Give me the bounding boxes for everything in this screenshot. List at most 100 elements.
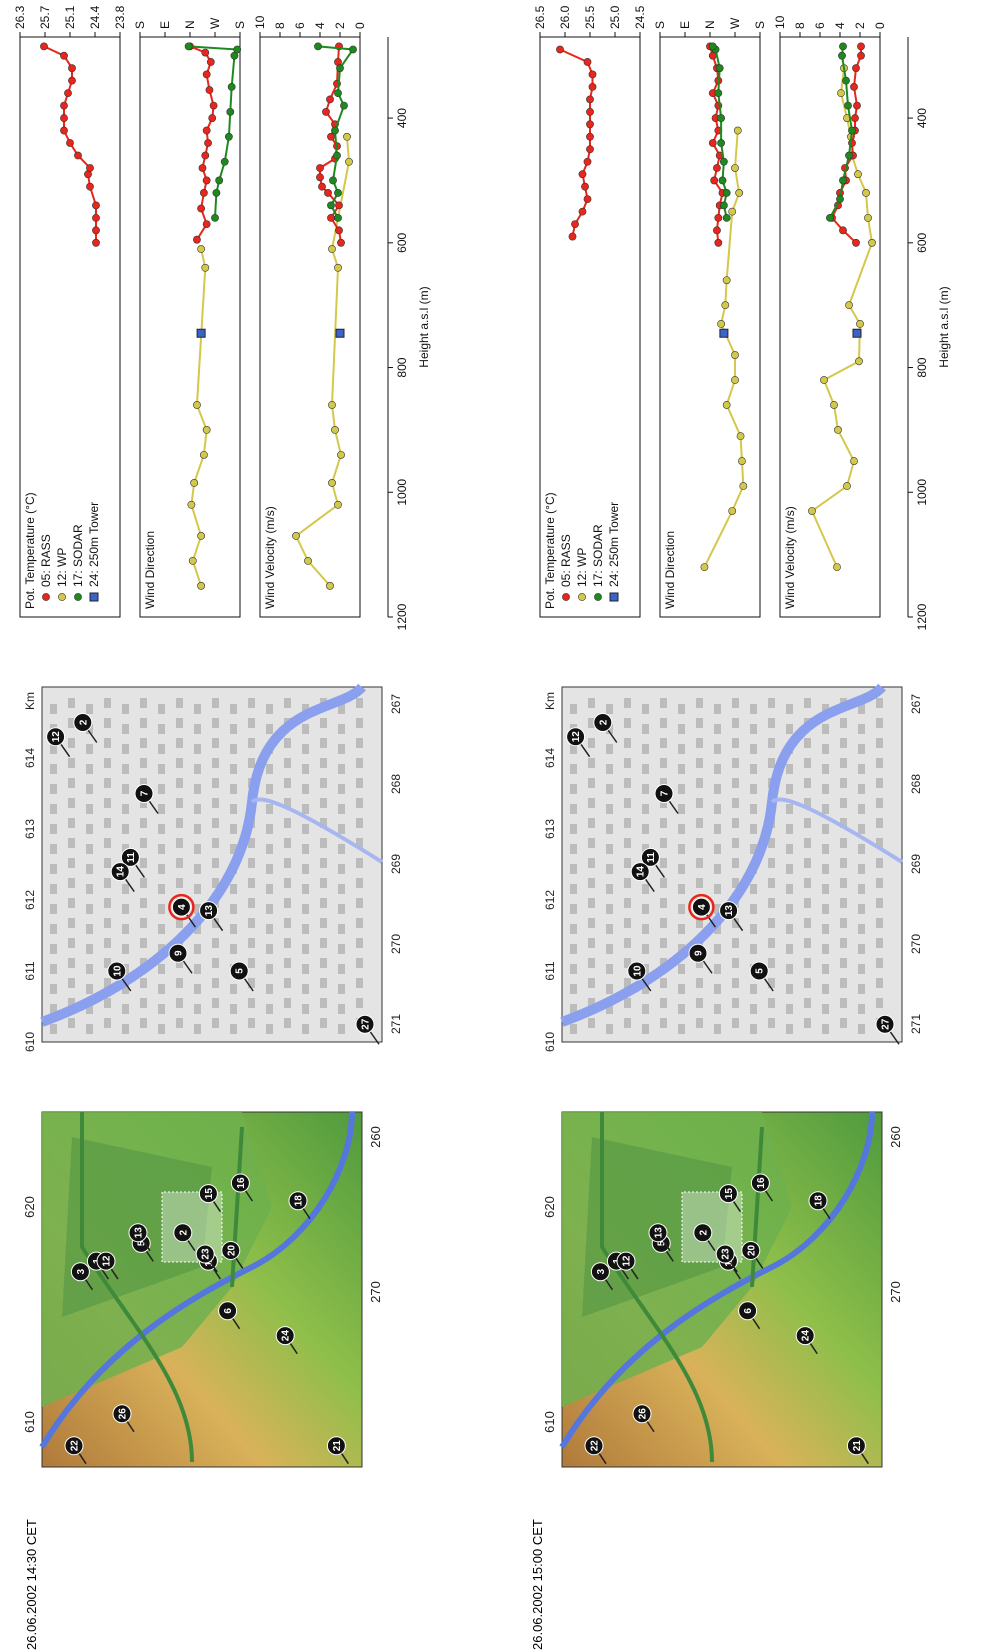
data-point <box>327 201 335 210</box>
building-block <box>840 958 847 968</box>
building-block <box>876 898 883 908</box>
value-tick-label: 24.4 <box>88 5 102 29</box>
building-block <box>768 958 775 968</box>
building-block <box>570 924 577 934</box>
station-number: 10 <box>112 965 123 977</box>
building-block <box>822 1004 829 1014</box>
building-block <box>140 938 147 948</box>
building-block <box>248 738 255 748</box>
city-x-tick: 610 <box>543 1032 557 1052</box>
building-block <box>570 944 577 954</box>
data-point <box>335 328 345 338</box>
data-point <box>74 151 82 160</box>
building-block <box>606 824 613 834</box>
station-number: 3 <box>76 1269 87 1275</box>
building-block <box>122 804 129 814</box>
value-tick-label: 8 <box>273 22 287 29</box>
station-dot <box>691 897 711 917</box>
building-block <box>284 978 291 988</box>
building-block <box>570 844 577 854</box>
data-point <box>708 42 717 51</box>
data-point <box>334 263 342 272</box>
building-block <box>840 758 847 768</box>
building-block <box>86 904 93 914</box>
building-block <box>588 878 595 888</box>
data-point <box>736 432 745 441</box>
building-block <box>732 958 739 968</box>
building-block <box>696 798 703 808</box>
canal <box>770 797 904 864</box>
building-block <box>230 784 237 794</box>
building-block <box>876 818 883 828</box>
station-number: 13 <box>134 1227 145 1239</box>
building-block <box>660 838 667 848</box>
height-tick-label: 800 <box>395 357 409 377</box>
building-block <box>50 704 57 714</box>
city-x-tick: 611 <box>23 961 37 980</box>
building-block <box>822 764 829 774</box>
station-number: 13 <box>204 905 215 917</box>
building-block <box>642 924 649 934</box>
building-block <box>338 784 345 794</box>
building-block <box>356 918 363 928</box>
building-block <box>50 1024 57 1034</box>
building-block <box>714 944 721 954</box>
building-block <box>140 838 147 848</box>
city-x-tick: 613 <box>543 819 557 839</box>
city-x-tick: 614 <box>23 748 37 768</box>
building-block <box>248 698 255 708</box>
building-block <box>248 998 255 1008</box>
building-block <box>302 744 309 754</box>
building-block <box>86 944 93 954</box>
building-block <box>606 964 613 974</box>
map-x-tick: 610 <box>22 1411 37 1433</box>
station-marker: 3 <box>70 1262 94 1291</box>
building-block <box>50 944 57 954</box>
city-x-tick: 612 <box>23 890 37 910</box>
station-number: 5 <box>137 1240 148 1246</box>
building-block <box>786 924 793 934</box>
building-block <box>158 924 165 934</box>
building-block <box>248 858 255 868</box>
building-block <box>570 1004 577 1014</box>
building-block <box>660 918 667 928</box>
building-block <box>732 978 739 988</box>
building-block <box>840 1018 847 1028</box>
data-point <box>184 42 193 51</box>
data-point <box>854 170 862 179</box>
series-line <box>830 46 862 244</box>
station-marker: 27 <box>355 1014 380 1045</box>
data-point <box>336 64 344 73</box>
data-point <box>190 479 199 487</box>
station-number: 2 <box>178 1229 189 1235</box>
building-block <box>606 764 613 774</box>
building-block <box>570 704 577 714</box>
station-dot <box>128 1223 148 1243</box>
station-marker: 13 <box>719 901 744 932</box>
building-block <box>140 918 147 928</box>
legend-swatch <box>74 593 82 601</box>
data-point <box>204 139 212 147</box>
station-dot <box>875 1014 895 1034</box>
data-point <box>845 151 853 160</box>
building-block <box>570 984 577 994</box>
regional-map: 26624215213112317232018161522 <box>39 1111 363 1468</box>
data-point <box>588 82 597 91</box>
map-y-tick: 260 <box>368 1126 383 1148</box>
station-marker: 26 <box>632 1404 655 1433</box>
building-block <box>822 864 829 874</box>
building-block <box>176 718 183 728</box>
building-block <box>642 944 649 954</box>
building-block <box>804 978 811 988</box>
station-marker: 20 <box>741 1240 764 1269</box>
station-dot <box>120 847 140 867</box>
city-y-tick: 269 <box>909 854 923 874</box>
city-x-tick: 613 <box>23 819 37 839</box>
station-marker: 13 <box>128 1223 151 1252</box>
station-dot <box>640 847 660 867</box>
building-block <box>714 704 721 714</box>
building-block <box>660 758 667 768</box>
building-block <box>768 738 775 748</box>
building-block <box>624 838 631 848</box>
building-block <box>624 738 631 748</box>
